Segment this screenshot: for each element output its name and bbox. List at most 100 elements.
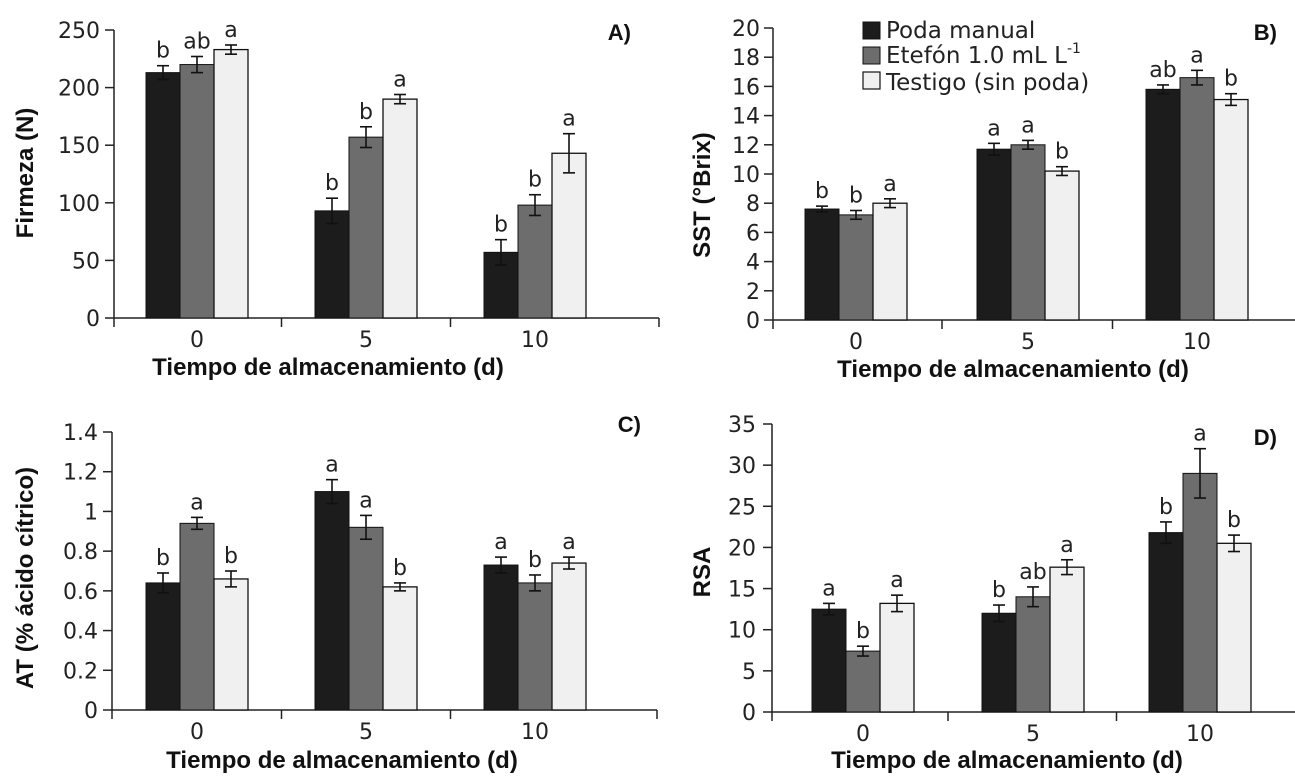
- rsa-significance-letter: b: [856, 619, 870, 644]
- sst-error-bar: [1225, 92, 1237, 107]
- acidez-error-bar: [360, 514, 372, 541]
- acidez-significance-letter: b: [156, 546, 170, 571]
- sst-bar-etefon: [838, 214, 874, 321]
- acidez-y-tick-label: 1.2: [63, 461, 98, 486]
- acidez-significance-letter: a: [562, 530, 575, 555]
- acidez-error-bar: [326, 478, 338, 505]
- rsa-bar-poda: [981, 612, 1017, 713]
- acidez-y-tick-label: 1: [84, 500, 98, 525]
- rsa-bar-testigo: [1216, 542, 1252, 713]
- sst-bar-poda: [804, 208, 840, 321]
- rsa-panel-label: D): [1254, 425, 1277, 450]
- acidez-x-tick-label: 5: [359, 720, 373, 745]
- acidez-bar-testigo: [551, 562, 587, 711]
- acidez-significance-letter: a: [190, 490, 203, 515]
- firmeza-bar-etefon: [517, 204, 553, 319]
- firmeza-y-tick-label: 250: [58, 19, 100, 44]
- rsa-error-bar: [1061, 558, 1073, 576]
- rsa-y-tick-label: 15: [728, 578, 756, 603]
- legend: Poda manual Etefón 1.0 mL L-1 Testigo (s…: [862, 18, 1089, 96]
- acidez-error-bar: [394, 582, 406, 592]
- firmeza-error-bar: [360, 125, 372, 149]
- rsa-bar-poda: [811, 608, 847, 713]
- firmeza-bar-poda: [145, 72, 181, 319]
- firmeza-x-tick-label: 10: [521, 328, 549, 353]
- sst-significance-letter: b: [1055, 140, 1069, 165]
- rsa-bar-etefon: [845, 650, 881, 713]
- acidez-y-axis-title: AT (% ácido cítrico): [12, 467, 39, 689]
- rsa-y-tick-label: 20: [728, 536, 756, 561]
- rsa-bar-testigo: [1049, 566, 1085, 713]
- rsa-error-bar: [823, 602, 835, 616]
- sst-y-tick-label: 14: [732, 105, 760, 130]
- firmeza-bar-testigo: [213, 48, 249, 319]
- sst-significance-letter: a: [1190, 43, 1203, 68]
- legend-swatch-etefon: [862, 46, 881, 65]
- firmeza-significance-letter: a: [562, 107, 575, 132]
- firmeza-significance-letter: ab: [183, 29, 210, 54]
- acidez-error-bar: [563, 556, 575, 570]
- acidez-error-bar: [191, 516, 203, 531]
- firmeza-bar-testigo: [382, 98, 418, 319]
- rsa-x-tick-label: 5: [1026, 722, 1040, 747]
- firmeza-y-tick-label: 0: [86, 307, 100, 332]
- firmeza-significance-letter: b: [325, 171, 339, 196]
- rsa-bar-poda: [1148, 532, 1184, 713]
- legend-label-poda: Poda manual: [886, 18, 1035, 44]
- firmeza-bar-etefon: [179, 64, 215, 319]
- sst-error-bar: [1056, 165, 1068, 177]
- acidez-bar-poda: [483, 564, 519, 711]
- sst-significance-letter: b: [1224, 67, 1238, 92]
- rsa-error-bar: [891, 594, 903, 613]
- legend-swatch-testigo: [862, 71, 881, 90]
- sst-y-tick-label: 2: [746, 280, 760, 305]
- rsa-y-axis-title: RSA: [689, 547, 716, 598]
- sst-significance-letter: a: [1021, 113, 1034, 138]
- sst-significance-letter: a: [883, 172, 896, 197]
- sst-y-tick-label: 18: [732, 46, 760, 71]
- sst-x-axis-title: Tiempo de almacenamiento (d): [837, 356, 1189, 383]
- acidez-y-tick-label: 1.4: [63, 421, 98, 446]
- sst-significance-letter: b: [849, 184, 863, 209]
- sst-error-bar: [1191, 69, 1203, 86]
- rsa-error-bar: [1027, 586, 1039, 608]
- acidez-error-bar: [157, 572, 169, 594]
- rsa-error-bar: [1194, 447, 1206, 499]
- acidez-panel-label: C): [618, 412, 641, 437]
- firmeza-error-bar: [191, 55, 203, 74]
- acidez-significance-letter: b: [224, 544, 238, 569]
- acidez-y-tick-label: 0.4: [63, 620, 98, 645]
- sst-bar-etefon: [1179, 77, 1215, 321]
- firmeza-significance-letter: b: [528, 168, 542, 193]
- sst-y-tick-label: 6: [746, 221, 760, 246]
- acidez-y-tick-label: 0: [84, 699, 98, 724]
- acidez-x-tick-label: 0: [190, 720, 204, 745]
- sst-x-tick-label: 10: [1183, 330, 1211, 355]
- firmeza-error-bar: [495, 238, 507, 266]
- acidez-bar-etefon: [517, 582, 553, 711]
- acidez-significance-letter: b: [393, 556, 407, 581]
- rsa-y-tick-label: 10: [728, 619, 756, 644]
- acidez-y-tick-label: 0.6: [63, 580, 98, 605]
- sst-significance-letter: ab: [1149, 58, 1176, 83]
- firmeza-error-bar: [225, 44, 237, 55]
- sst-y-tick-label: 20: [732, 17, 760, 42]
- rsa-error-bar: [1160, 521, 1172, 545]
- firmeza-error-bar: [529, 193, 541, 217]
- firmeza-y-tick-label: 200: [58, 77, 100, 102]
- rsa-x-tick-label: 10: [1186, 722, 1214, 747]
- legend-label-etefon: Etefón 1.0 mL L-1: [886, 41, 1081, 69]
- acidez-error-bar: [529, 574, 541, 592]
- sst-error-bar: [850, 209, 862, 221]
- sst-x-tick-label: 0: [849, 330, 863, 355]
- firmeza-y-tick-label: 50: [72, 249, 100, 274]
- firmeza-significance-letter: b: [359, 100, 373, 125]
- sst-bar-poda: [976, 148, 1012, 321]
- legend-label-testigo: Testigo (sin poda): [885, 70, 1089, 96]
- sst-significance-letter: b: [815, 179, 829, 204]
- acidez-y-tick-label: 0.2: [63, 659, 98, 684]
- sst-error-bar: [1022, 139, 1034, 150]
- sst-bar-etefon: [1010, 144, 1046, 321]
